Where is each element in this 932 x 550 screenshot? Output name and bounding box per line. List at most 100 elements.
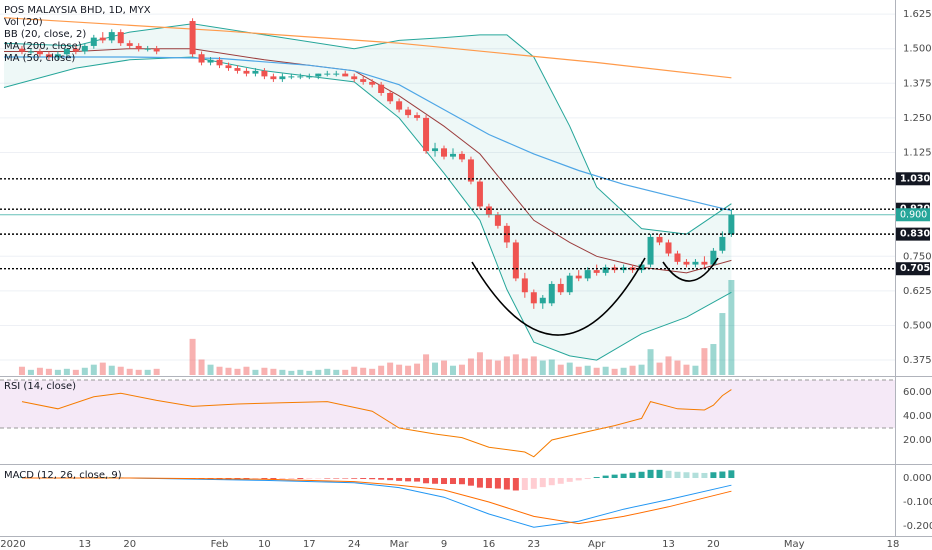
level-label: 0.705 xyxy=(900,263,930,274)
candle-body xyxy=(494,214,501,226)
candle-body xyxy=(288,76,295,78)
macd-histogram-bar xyxy=(656,469,663,479)
volume-bar xyxy=(548,359,555,375)
volume-bar xyxy=(153,368,160,375)
candle-body xyxy=(45,54,52,58)
handle-drawing xyxy=(662,257,719,282)
volume-bar xyxy=(72,369,79,375)
candle-body xyxy=(342,73,349,77)
volume-bar xyxy=(126,368,133,375)
candle-body xyxy=(548,283,555,304)
candle-body xyxy=(423,117,430,152)
macd-histogram-bar xyxy=(674,471,681,479)
macd-histogram-bar xyxy=(342,478,349,479)
cup-drawing xyxy=(471,257,646,336)
legend-entry: MA (200, close) xyxy=(4,41,82,52)
volume-bar xyxy=(396,364,403,375)
volume-bar xyxy=(63,368,70,375)
y-tick-label: 1.125 xyxy=(903,147,932,158)
volume-bar xyxy=(234,368,241,375)
volume-bar xyxy=(432,362,439,375)
macd-histogram-bar xyxy=(629,472,636,479)
x-tick-label: 16 xyxy=(483,539,496,550)
candle-body xyxy=(270,76,277,80)
level-label-box xyxy=(896,227,930,241)
macd-histogram-bar xyxy=(638,471,645,479)
volume-bar xyxy=(620,367,627,375)
candle-body xyxy=(512,242,519,279)
macd-histogram-bar xyxy=(369,478,376,480)
rsi-tick-label: 40.00 xyxy=(903,411,932,422)
volume-bar xyxy=(108,365,115,375)
x-tick-label: 17 xyxy=(303,539,316,550)
rsi-tick-label: 20.00 xyxy=(903,435,932,446)
candle-body xyxy=(216,59,223,66)
macd-line xyxy=(22,477,732,528)
volume-bar xyxy=(297,369,304,375)
macd-histogram-bar xyxy=(476,478,483,488)
candle-body xyxy=(710,250,717,265)
candle-body xyxy=(584,270,591,279)
volume-bar xyxy=(503,356,510,375)
volume-bar xyxy=(449,365,456,375)
y-tick-label: 0.750 xyxy=(903,251,932,262)
rsi-tick-label: 60.00 xyxy=(903,387,932,398)
candle-body xyxy=(207,59,214,63)
candle-body xyxy=(665,242,672,254)
volume-bar xyxy=(243,366,250,375)
x-tick-label: Mar xyxy=(390,539,410,550)
macd-histogram-bar xyxy=(396,478,403,481)
signal-line xyxy=(22,477,732,525)
candle-body xyxy=(449,153,456,157)
macd-histogram-bar xyxy=(503,478,510,490)
candle-body xyxy=(441,148,448,157)
candle-body xyxy=(467,159,474,182)
candle-body xyxy=(378,84,385,93)
volume-bar xyxy=(710,344,717,375)
candle-body xyxy=(485,206,492,215)
volume-bar xyxy=(288,370,295,375)
volume-bar xyxy=(494,360,501,375)
macd-histogram-bar xyxy=(351,478,358,479)
candle-body xyxy=(701,261,708,265)
candle-body xyxy=(503,225,510,243)
last-price-label: 0.900 xyxy=(900,209,927,220)
macd-histogram-bar xyxy=(441,478,448,485)
volume-bar xyxy=(593,367,600,375)
macd-histogram-bar xyxy=(566,478,573,482)
volume-bar xyxy=(656,362,663,375)
pane-label: RSI (14, close) xyxy=(4,381,76,392)
candle-body xyxy=(405,109,412,116)
macd-histogram-bar xyxy=(378,478,385,480)
marks-layer xyxy=(0,17,895,528)
level-label: 1.030 xyxy=(900,173,930,184)
volume-bar xyxy=(539,360,546,375)
candle-body xyxy=(36,51,43,55)
volume-bar xyxy=(521,358,528,375)
candle-body xyxy=(108,32,115,41)
candle-body xyxy=(153,48,160,52)
macd-histogram-bar xyxy=(602,475,609,479)
macd-histogram-bar xyxy=(521,478,528,491)
volume-bar xyxy=(252,369,259,375)
x-tick-label: 18 xyxy=(887,539,900,550)
candle-body xyxy=(333,73,340,75)
volume-bar xyxy=(387,362,394,375)
candle-body xyxy=(360,79,367,82)
candle-body xyxy=(135,45,142,49)
candle-body xyxy=(602,267,609,273)
volume-bar xyxy=(611,368,618,375)
volume-bar xyxy=(512,354,519,375)
candle-body xyxy=(414,115,421,118)
macd-tick-label: -0.100 xyxy=(903,497,932,508)
macd-histogram-bar xyxy=(530,478,537,489)
candle-body xyxy=(719,236,726,251)
macd-histogram-bar xyxy=(701,472,708,479)
macd-histogram-bar xyxy=(692,472,699,479)
candle-body xyxy=(81,45,88,52)
volume-bar xyxy=(99,362,106,375)
volume-bar xyxy=(18,366,25,375)
candle-body xyxy=(647,236,654,265)
candle-body xyxy=(530,292,537,304)
candle-body xyxy=(638,264,645,271)
